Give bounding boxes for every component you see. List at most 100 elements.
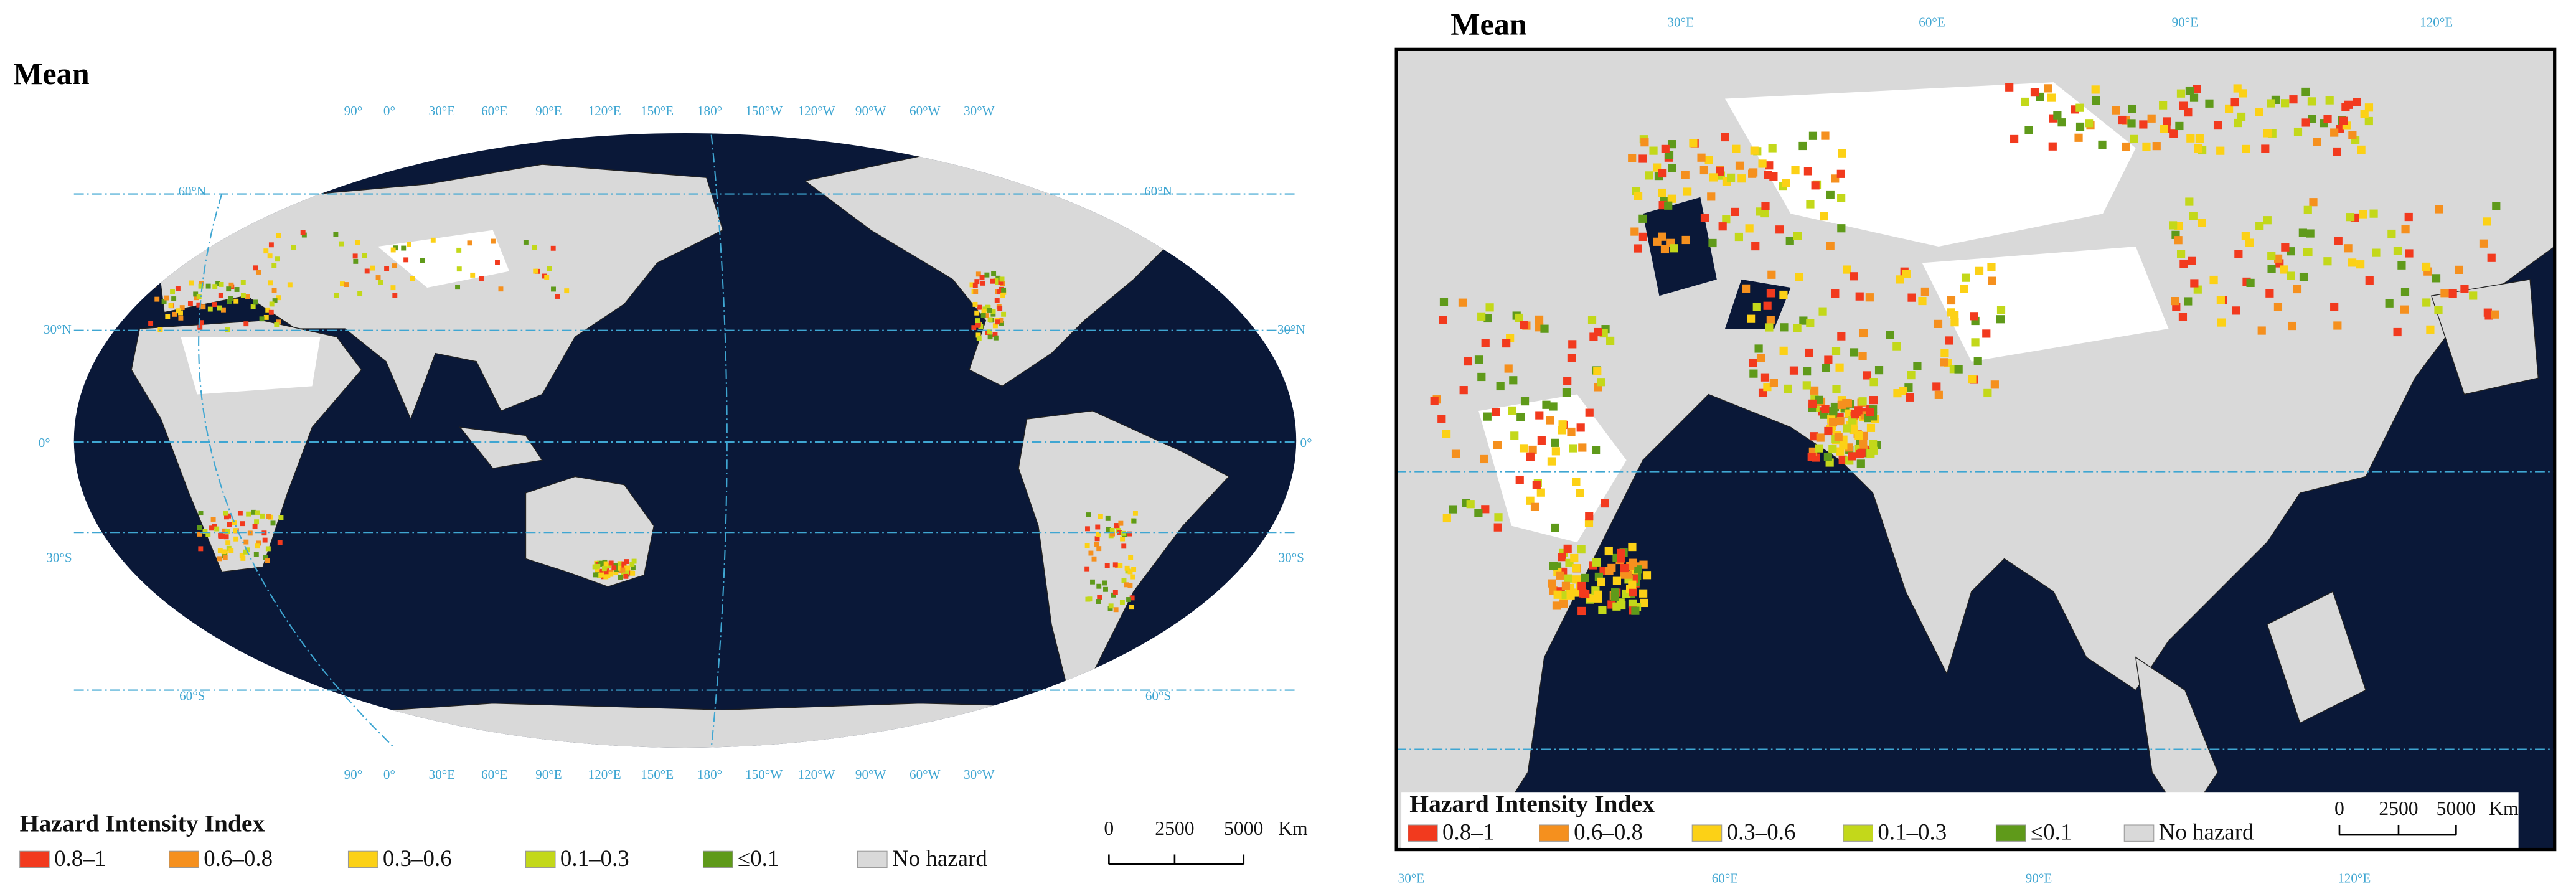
hazard-cell xyxy=(1661,144,1670,153)
hazard-cell xyxy=(353,258,359,264)
hazard-cell xyxy=(2048,142,2057,151)
hazard-cell xyxy=(2047,93,2056,102)
hazard-cell xyxy=(276,319,281,325)
hazard-cell xyxy=(200,304,206,310)
hazard-cell xyxy=(268,280,273,286)
hazard-cell xyxy=(1768,144,1777,153)
hazard-cell xyxy=(237,511,243,516)
hazard-cell xyxy=(2142,142,2151,151)
hazard-cell xyxy=(2400,305,2409,314)
hazard-cell xyxy=(2152,142,2161,151)
hazard-cell xyxy=(1540,324,1549,333)
hazard-cell xyxy=(1572,478,1581,486)
hazard-cell xyxy=(219,281,224,287)
hazard-cell xyxy=(2364,103,2374,112)
hazard-cell xyxy=(240,280,246,285)
hazard-cell xyxy=(1808,131,1818,140)
hazard-cell xyxy=(974,310,980,316)
hazard-cell xyxy=(2178,313,2188,321)
hazard-cell xyxy=(255,543,260,549)
hazard-cell xyxy=(2393,247,2402,255)
hazard-cell xyxy=(2263,216,2272,225)
hazard-cell xyxy=(2160,125,2168,133)
hazard-cell xyxy=(2404,212,2413,222)
hazard-cell xyxy=(987,317,993,322)
hazard-cell xyxy=(239,553,245,558)
hazard-cell xyxy=(2330,128,2339,137)
hazard-cell xyxy=(551,286,556,292)
hazard-cell xyxy=(212,302,217,308)
hazard-cell xyxy=(2213,121,2222,130)
graticule-label: 180° xyxy=(697,103,722,118)
hazard-cell xyxy=(2344,244,2353,253)
hazard-cell xyxy=(1106,527,1111,532)
hazard-cell xyxy=(2159,101,2168,110)
hazard-cell xyxy=(2365,276,2374,285)
hazard-cell xyxy=(1430,397,1439,405)
hazard-cell xyxy=(2334,237,2343,245)
legend-label: 0.8–1 xyxy=(1442,819,1494,845)
hazard-cell xyxy=(253,299,258,305)
hazard-cell xyxy=(255,510,260,515)
hazard-cell xyxy=(1722,215,1731,224)
hazard-cell xyxy=(544,275,550,280)
hazard-cell xyxy=(2306,229,2315,238)
hazard-cell xyxy=(1592,446,1601,454)
hazard-cell xyxy=(2281,99,2290,108)
hazard-cell xyxy=(1127,531,1132,537)
scale-label: 2500 xyxy=(1155,817,1194,839)
hazard-cell xyxy=(992,323,998,329)
graticule-label: 120°E xyxy=(588,103,621,118)
legend-swatch xyxy=(347,850,378,868)
hazard-cell xyxy=(276,233,281,238)
hazard-cell xyxy=(212,524,217,529)
legend-swatch xyxy=(1691,824,1723,842)
hazard-cell xyxy=(223,514,229,520)
hazard-cell xyxy=(1552,601,1561,610)
hazard-cell xyxy=(1624,570,1632,579)
desert xyxy=(181,230,510,395)
hazard-cell xyxy=(2190,279,2199,288)
hazard-cell xyxy=(2232,306,2240,315)
hazard-cell xyxy=(1474,509,1483,517)
scale-label: 0 xyxy=(1104,817,1114,839)
hazard-cell xyxy=(1708,238,1717,248)
hazard-cell xyxy=(2393,327,2402,337)
hazard-cell xyxy=(197,531,202,537)
hazard-cell xyxy=(1732,144,1741,153)
hazard-cell xyxy=(1126,597,1132,602)
hazard-cell xyxy=(1829,407,1838,416)
hazard-cell xyxy=(975,318,980,324)
hazard-cell xyxy=(1689,139,1698,148)
hazard-cell xyxy=(1670,244,1678,253)
hazard-cell xyxy=(1665,151,1674,160)
hazard-cell xyxy=(196,302,202,308)
hazard-cell xyxy=(984,272,990,278)
hazard-cell xyxy=(1856,459,1865,468)
hazard-cell xyxy=(1567,354,1576,362)
hazard-cell xyxy=(198,283,204,289)
hazard-cell xyxy=(1526,452,1535,461)
hazard-cell xyxy=(178,315,184,321)
hazard-cell xyxy=(1996,315,2005,324)
hazard-cell xyxy=(629,562,635,567)
hazard-cell xyxy=(1649,146,1658,155)
hazard-cell xyxy=(985,305,991,310)
hazard-cell xyxy=(1572,564,1581,573)
hazard-cell xyxy=(1735,161,1744,170)
hazard-cell xyxy=(599,568,605,574)
hazard-cell xyxy=(287,282,293,288)
hazard-cell xyxy=(1996,306,2006,315)
graticule-label: 60°E xyxy=(481,103,507,118)
hazard-patches xyxy=(148,230,1138,613)
graticule-label: 150°W xyxy=(745,767,783,782)
hazard-cell xyxy=(975,322,980,328)
hazard-cell xyxy=(390,247,396,253)
hazard-cell xyxy=(975,332,981,338)
hazard-cell xyxy=(1520,397,1530,406)
hazard-cell xyxy=(1975,266,1984,275)
hazard-cell xyxy=(1001,287,1007,293)
hazard-cell xyxy=(1570,553,1579,563)
hazard-cell xyxy=(1697,153,1706,162)
graticule-label: 90°W xyxy=(855,767,886,782)
